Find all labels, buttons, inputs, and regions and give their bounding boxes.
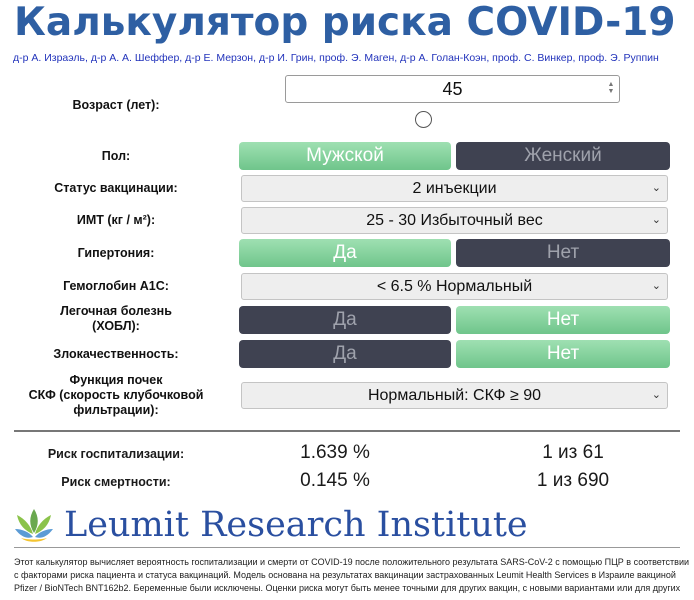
bmi-value: 25 - 30 Избыточный вес [366, 212, 543, 229]
disclaimer-divider [14, 547, 680, 548]
title-main: Калькулятор риска [14, 0, 453, 45]
copd-label: Легочная болезнь (ХОБЛ): [0, 304, 232, 334]
copd-yes-button[interactable]: Да [239, 306, 451, 334]
sex-label: Пол: [101, 149, 131, 163]
chevron-down-icon: ⌄ [651, 280, 661, 292]
mortality-risk-percent: 0.145 % [300, 470, 370, 491]
bmi-select[interactable]: 25 - 30 Избыточный вес ⌄ [241, 207, 668, 234]
authors-line: д-р А. Израэль, д-р А. А. Шеффер, д-р Е.… [13, 52, 659, 64]
vaccination-label: Статус вакцинации: [54, 181, 178, 195]
mortality-risk-label: Риск смертности: [61, 475, 171, 489]
vaccination-select[interactable]: 2 инъекции ⌄ [241, 175, 668, 202]
kidney-select[interactable]: Нормальный: СКФ ≥ 90 ⌄ [241, 382, 668, 409]
hypertension-no-button[interactable]: Нет [456, 239, 670, 267]
kidney-label-line1: Функция почек [69, 373, 163, 387]
hospitalization-risk-label: Риск госпитализации: [47, 447, 185, 461]
age-input[interactable]: 45 ▲ ▼ [285, 75, 620, 103]
hba1c-select[interactable]: < 6.5 % Нормальный ⌄ [241, 273, 668, 300]
chevron-down-icon: ⌄ [651, 182, 661, 194]
bmi-label: ИМТ (кг / м²): [76, 213, 156, 227]
age-radio[interactable] [415, 111, 432, 128]
age-spinner[interactable]: ▲ ▼ [607, 81, 615, 97]
disclaimer-text: Этот калькулятор вычисляет вероятность г… [14, 557, 689, 593]
page-title: Калькулятор риска COVID-19 [14, 0, 676, 52]
age-label: Возраст (лет): [72, 98, 160, 112]
kidney-value: Нормальный: СКФ ≥ 90 [367, 387, 542, 404]
mortality-risk-ratio: 1 из 690 [536, 470, 610, 491]
kidney-label: Функция почек СКФ (скорость клубочковой фи… [0, 373, 232, 418]
kidney-label-line3: фильтрации): [73, 403, 159, 417]
vaccination-value: 2 инъекции [412, 180, 497, 197]
divider [14, 430, 680, 432]
hba1c-value: < 6.5 % Нормальный [376, 278, 533, 295]
brand-name: Leumit Research Institute [64, 505, 528, 545]
malignancy-label: Злокачественность: [53, 347, 179, 361]
hba1c-label: Гемоглобин A1C: [63, 279, 169, 293]
age-value: 45 [442, 79, 463, 99]
copd-no-button[interactable]: Нет [456, 306, 670, 334]
sex-female-button[interactable]: Женский [456, 142, 670, 170]
kidney-label-line2: СКФ (скорость клубочковой [28, 388, 204, 402]
hypertension-label: Гипертония: [77, 246, 155, 260]
spin-up-icon[interactable]: ▲ [607, 81, 615, 88]
malignancy-no-button[interactable]: Нет [456, 340, 670, 368]
malignancy-yes-button[interactable]: Да [239, 340, 451, 368]
chevron-down-icon: ⌄ [651, 389, 661, 401]
title-covid: COVID-19 [466, 0, 676, 45]
hospitalization-risk-percent: 1.639 % [300, 442, 370, 463]
hypertension-yes-button[interactable]: Да [239, 239, 451, 267]
spin-down-icon[interactable]: ▼ [607, 88, 615, 95]
chevron-down-icon: ⌄ [651, 214, 661, 226]
leumit-logo-icon [15, 509, 53, 542]
sex-male-button[interactable]: Мужской [239, 142, 451, 170]
copd-label-line2: (ХОБЛ): [92, 319, 140, 333]
copd-label-line1: Легочная болезнь [60, 304, 172, 318]
hospitalization-risk-ratio: 1 из 61 [542, 442, 604, 463]
